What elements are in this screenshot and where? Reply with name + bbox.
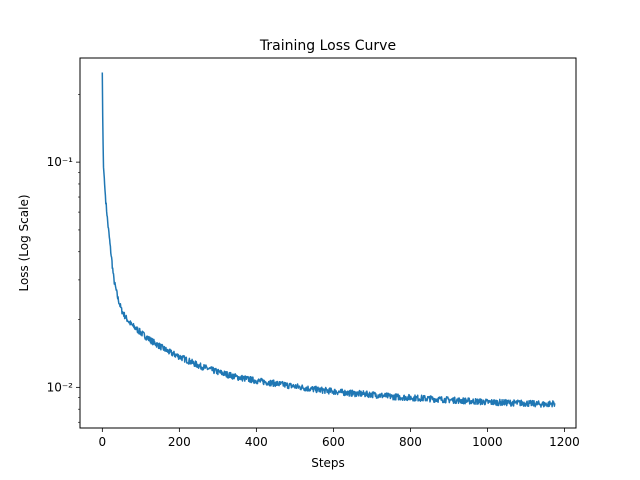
x-tick-label: 400 [245, 435, 268, 449]
y-tick-label: 10⁻² [47, 380, 74, 394]
x-tick-label: 0 [99, 435, 107, 449]
loss-series-line [101, 72, 556, 408]
x-tick-label: 600 [322, 435, 345, 449]
chart-title: Training Loss Curve [259, 38, 396, 54]
plot-area [101, 72, 556, 408]
x-tick-label: 1000 [472, 435, 503, 449]
x-tick-label: 800 [399, 435, 422, 449]
y-axis: 10⁻² 10⁻¹ [47, 94, 80, 423]
x-tick-label: 200 [168, 435, 191, 449]
y-tick-label: 10⁻¹ [47, 155, 74, 169]
x-axis-label: Steps [311, 456, 345, 470]
x-axis: 0 200 400 600 800 1000 1200 [99, 428, 580, 449]
x-tick-label: 1200 [549, 435, 580, 449]
axes-frame [79, 57, 577, 429]
y-axis-label: Loss (Log Scale) [17, 194, 31, 291]
